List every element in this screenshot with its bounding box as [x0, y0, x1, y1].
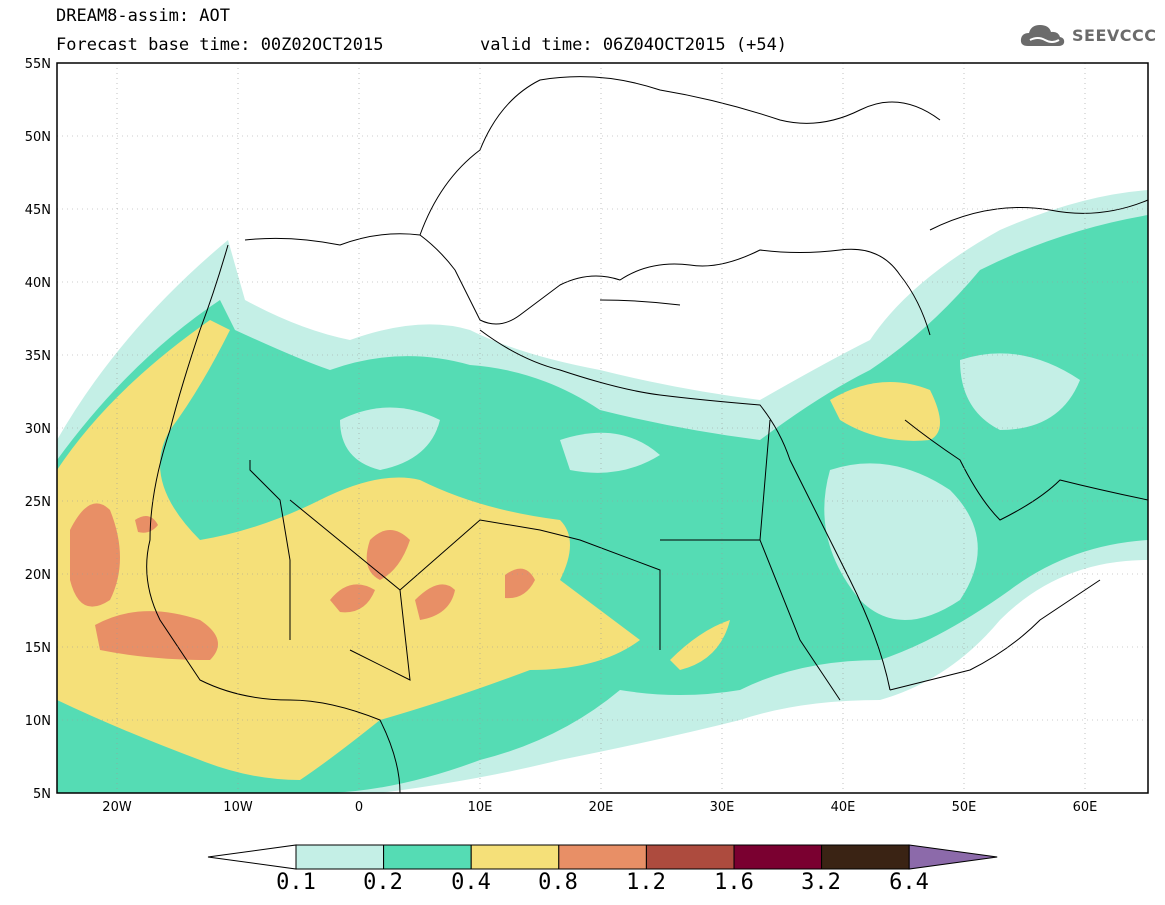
colorbar-swatch — [821, 844, 910, 870]
forecast-base-time: Forecast base time: 00Z02OCT2015 — [56, 35, 384, 55]
lon-label: 30E — [710, 800, 735, 815]
lat-label: 5N — [33, 787, 51, 802]
lat-label: 15N — [25, 641, 51, 656]
colorbar-tick-label: 6.4 — [889, 870, 929, 895]
lat-label: 40N — [25, 276, 51, 291]
colorbar-tick-label: 3.2 — [801, 870, 841, 895]
grid — [57, 63, 1148, 793]
lon-label: 60E — [1073, 800, 1098, 815]
lon-label: 20E — [589, 800, 614, 815]
colorbar-tick-label: 0.4 — [451, 870, 491, 895]
lat-label: 25N — [25, 495, 51, 510]
colorbar-swatch — [733, 844, 823, 870]
aot-band-hole-4 — [560, 432, 660, 473]
lon-label: 0 — [355, 800, 363, 815]
aot-band-0.8-1.2-d — [330, 584, 375, 613]
colorbar-tick-label: 1.2 — [626, 870, 666, 895]
aot-band-0.8-1.2-g — [135, 516, 158, 533]
colorbar-arrow-low — [207, 844, 297, 870]
aot-band-0.8-1.2-c — [366, 530, 410, 580]
lat-label: 20N — [25, 568, 51, 583]
aot-band-0.8-1.2-e — [415, 584, 455, 620]
colorbar-swatch — [295, 844, 385, 870]
colorbar-tick-label: 1.6 — [714, 870, 754, 895]
logo-text: SEEVCCC — [1072, 25, 1157, 45]
colorbar-arrow-high — [908, 844, 998, 870]
colorbar-swatch — [383, 844, 472, 870]
lat-label: 45N — [25, 203, 51, 218]
lon-label: 50E — [952, 800, 977, 815]
aot-band-0.4-0.8-c — [670, 620, 730, 670]
colorbar-tick-label: 0.2 — [363, 870, 403, 895]
lat-label: 35N — [25, 349, 51, 364]
valid-time: valid time: 06Z04OCT2015 (+54) — [480, 35, 788, 55]
chart-title: DREAM8-assim: AOT — [56, 6, 230, 26]
colorbar-swatch — [558, 844, 647, 870]
aot-contours — [57, 190, 1148, 793]
lat-labels: 55N 50N 45N 40N 35N 30N 25N 20N 15N 10N … — [25, 57, 51, 802]
aot-band-0.8-1.2 — [70, 503, 120, 607]
lon-label: 10W — [223, 800, 253, 815]
lon-label: 40E — [831, 800, 856, 815]
aot-band-0.8-1.2-f — [505, 568, 535, 599]
aot-band-0.4-0.8 — [57, 320, 640, 780]
aot-band-hole-2 — [824, 463, 978, 620]
coastlines — [146, 76, 1149, 794]
lat-label: 30N — [25, 422, 51, 437]
lat-label: 50N — [25, 130, 51, 145]
colorbar-swatch — [645, 844, 735, 870]
aot-band-0.8-1.2-b — [95, 611, 218, 660]
lon-labels: 20W 10W 0 10E 20E 30E 40E 50E 60E — [102, 800, 1097, 815]
colorbar-swatch — [470, 844, 560, 870]
aot-band-hole-1 — [340, 407, 440, 470]
lon-label: 20W — [102, 800, 132, 815]
colorbar — [207, 844, 998, 870]
aot-band-hole-3 — [960, 353, 1080, 430]
colorbar-tick-label: 0.8 — [538, 870, 578, 895]
lon-label: 10E — [468, 800, 493, 815]
cloud-logo-icon — [1020, 25, 1065, 46]
lat-label: 55N — [25, 57, 51, 72]
lat-label: 10N — [25, 714, 51, 729]
map-frame — [56, 62, 1149, 794]
seevccc-logo: SEEVCCC — [1018, 20, 1157, 50]
colorbar-tick-label: 0.1 — [276, 870, 316, 895]
